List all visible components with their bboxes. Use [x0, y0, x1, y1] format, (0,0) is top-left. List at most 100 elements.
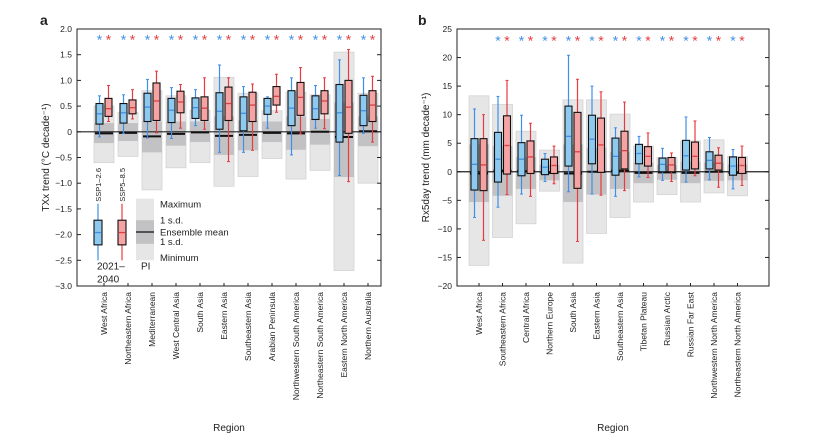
y-tick-label: −0.5 — [55, 153, 72, 163]
panel-a: a* *West Africa* *Northeastern Africa* *Med… — [40, 12, 382, 434]
region-tick-label: Tibetan Plateau — [639, 292, 649, 351]
y-tick-label: 1.5 — [60, 50, 72, 60]
y-tick-label: 1.0 — [60, 75, 72, 85]
ssp585-box — [152, 82, 161, 122]
region-tick-label: Central Africa — [521, 292, 531, 343]
significance-star-ssp126: * — [265, 31, 271, 47]
ssp585-box — [296, 81, 305, 116]
region-tick-label: Northern Australia — [363, 292, 373, 360]
panel-label: b — [418, 12, 427, 28]
significance-star-ssp585: * — [504, 32, 510, 48]
plot-frame — [456, 28, 770, 287]
region-tick-label: Southeastern Africa — [498, 292, 508, 366]
region-tick-label: South Asia — [195, 292, 205, 333]
legend-minimum: Minimum — [160, 253, 199, 264]
region-tick-label: Russian Far East — [686, 291, 696, 357]
region-tick-label: Mediterranean — [147, 292, 157, 347]
y-tick-label: −2.0 — [55, 230, 72, 240]
y-tick-label: −1.0 — [55, 178, 72, 188]
legend-period-line1: 2021– — [97, 261, 125, 272]
region-tick-label: Northeastern North America — [733, 292, 743, 398]
region-tick-label: South Asia — [568, 292, 578, 333]
significance-star-ssp585: * — [274, 31, 280, 47]
y-tick-label: 15 — [443, 81, 453, 91]
legend-maximum: Maximum — [160, 199, 201, 210]
region-tick-label: Northwestern North America — [709, 292, 719, 399]
region-tick-label: Eastern North America — [339, 292, 349, 378]
significance-star-ssp585: * — [739, 32, 745, 48]
y-tick-label: −15 — [438, 252, 453, 262]
panel-label: a — [40, 12, 48, 28]
y-tick-label: 5 — [447, 138, 452, 148]
region-tick-label: West Africa — [474, 292, 484, 335]
y-tick-label: −5 — [442, 195, 452, 205]
significance-star-ssp126: * — [337, 31, 343, 47]
legend-pi-label: PI — [141, 261, 150, 272]
ssp585-box — [368, 90, 377, 123]
y-tick-label: −2.5 — [55, 255, 72, 265]
region-tick-label: Northeastern South America — [315, 292, 325, 399]
ssp585-box — [128, 99, 137, 115]
significance-star-ssp585: * — [669, 32, 675, 48]
significance-star-ssp126: * — [169, 31, 175, 47]
region-tick-label: Southeastern Asia — [243, 292, 253, 361]
ssp585-box — [248, 91, 257, 123]
significance-star-ssp126: * — [566, 32, 572, 48]
x-axis-label: Region — [597, 423, 629, 434]
significance-star-ssp585: * — [106, 31, 112, 47]
region-tick-label: West Central Asia — [171, 292, 181, 360]
ssp126-box — [311, 95, 320, 121]
significance-star-ssp585: * — [178, 31, 184, 47]
ssp585-box — [104, 97, 113, 117]
region-tick-label: Arabian Peninsula — [267, 292, 277, 361]
significance-star-ssp126: * — [97, 31, 103, 47]
significance-star-ssp585: * — [130, 31, 136, 47]
ssp126-box — [493, 131, 503, 183]
y-tick-label: 25 — [443, 24, 453, 34]
significance-star-ssp585: * — [346, 31, 352, 47]
y-axis-label: Rx5day trend (mm decade⁻¹) — [421, 93, 432, 223]
significance-star-ssp585: * — [322, 31, 328, 47]
significance-star-ssp126: * — [613, 32, 619, 48]
x-axis-label: Region — [213, 423, 245, 434]
region-tick-label: Southeastern Asia — [615, 292, 625, 361]
significance-star-ssp126: * — [683, 32, 689, 48]
significance-star-ssp126: * — [730, 32, 736, 48]
significance-star-ssp585: * — [528, 32, 534, 48]
y-tick-label: 10 — [443, 110, 453, 120]
significance-star-ssp126: * — [707, 32, 713, 48]
ssp585-box — [690, 141, 700, 170]
significance-star-ssp126: * — [193, 31, 199, 47]
significance-star-ssp585: * — [716, 32, 722, 48]
significance-star-ssp126: * — [241, 31, 247, 47]
significance-star-ssp126: * — [121, 31, 127, 47]
legend-sd-lower: 1 s.d. — [160, 237, 183, 248]
y-tick-label: 0.5 — [60, 101, 72, 111]
significance-star-ssp126: * — [217, 31, 223, 47]
significance-star-ssp585: * — [154, 31, 160, 47]
y-tick-label: 0 — [67, 127, 72, 137]
significance-star-ssp126: * — [495, 32, 501, 48]
significance-star-ssp585: * — [598, 32, 604, 48]
y-tick-label: −20 — [438, 281, 453, 291]
significance-star-ssp126: * — [519, 32, 525, 48]
significance-star-ssp126: * — [361, 31, 367, 47]
ssp585-box — [320, 90, 329, 115]
significance-star-ssp126: * — [289, 31, 295, 47]
significance-star-ssp585: * — [645, 32, 651, 48]
y-tick-label: −10 — [438, 224, 453, 234]
significance-star-ssp126: * — [542, 32, 548, 48]
region-tick-label: Northeastern Africa — [123, 292, 133, 365]
y-tick-label: 0 — [447, 167, 452, 177]
ssp585-box — [573, 111, 582, 189]
region-tick-label: Eastern Asia — [219, 292, 229, 340]
legend: SSP1–2.6 SSP5–8.5 2021– 2040 PI Maximum 1 s.d.… — [93, 168, 229, 285]
y-tick-label: 20 — [443, 53, 453, 63]
significance-star-ssp585: * — [226, 31, 232, 47]
y-tick-label: −3.0 — [55, 281, 72, 291]
significance-star-ssp126: * — [636, 32, 642, 48]
legend-ensemble-mean: Ensemble mean — [160, 228, 229, 239]
y-axis-label: TXx trend (°C decade⁻¹) — [41, 103, 52, 211]
region-tick-label: Eastern Asia — [592, 292, 602, 340]
